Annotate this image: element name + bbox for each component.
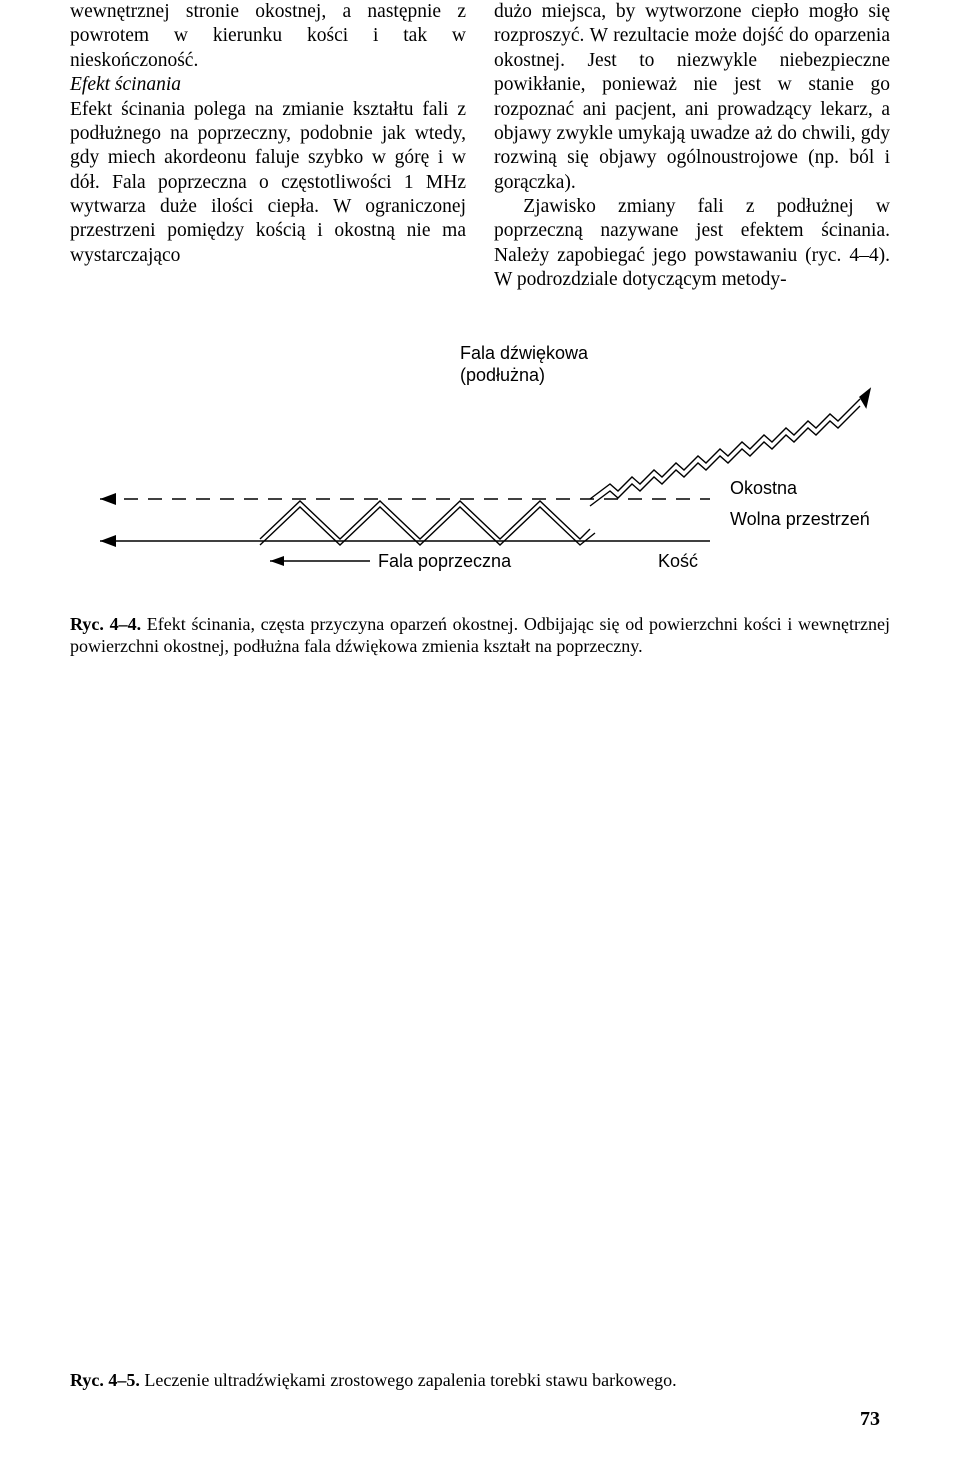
label-fala-poprzeczna: Fala poprzeczna [378,551,512,571]
label-okostna: Okostna [730,478,798,498]
label-wave2: (podłużna) [460,365,545,385]
left-p2: Efekt ścinania polega na zmianie kształt… [70,98,466,269]
kosc-line-icon [100,535,710,547]
right-p2: Zjawisko zmiany fali z podłużnej w poprz… [494,195,890,293]
left-column: wewnętrznej stronie okostnej, a następni… [70,0,466,293]
okostna-line-icon [100,493,710,505]
bottom-caption-bold: Ryc. 4–5. [70,1370,140,1390]
figure-4-4: Fala dźwiękowa (podłużna) Okostna Wolna … [70,329,890,658]
label-kosc: Kość [658,551,698,571]
right-p1: dużo miejsca, by wytworzone ciepło mogło… [494,0,890,195]
fala-poprzeczna-arrow-icon [270,556,370,566]
figure-caption-text: Efekt ścinania, częsta przyczyna oparzeń… [70,614,890,657]
figure-caption-bold: Ryc. 4–4. [70,614,141,634]
figure-4-5-caption: Ryc. 4–5. Leczenie ultradźwiękami zrosto… [70,1370,890,1391]
right-column: dużo miejsca, by wytworzone ciepło mogło… [494,0,890,293]
label-wave1: Fala dźwiękowa [460,343,589,363]
wave-diagram-icon: Fala dźwiękowa (podłużna) Okostna Wolna … [70,329,890,609]
section-heading: Efekt ścinania [70,73,466,97]
page-number: 73 [860,1408,880,1431]
bottom-caption-text: Leczenie ultradźwiękami zrostowego zapal… [140,1370,677,1390]
left-p1: wewnętrznej stronie okostnej, a następni… [70,0,466,73]
label-wolna: Wolna przestrzeń [730,509,870,529]
transverse-wave-icon [260,501,595,545]
figure-caption: Ryc. 4–4. Efekt ścinania, częsta przyczy… [70,613,890,658]
